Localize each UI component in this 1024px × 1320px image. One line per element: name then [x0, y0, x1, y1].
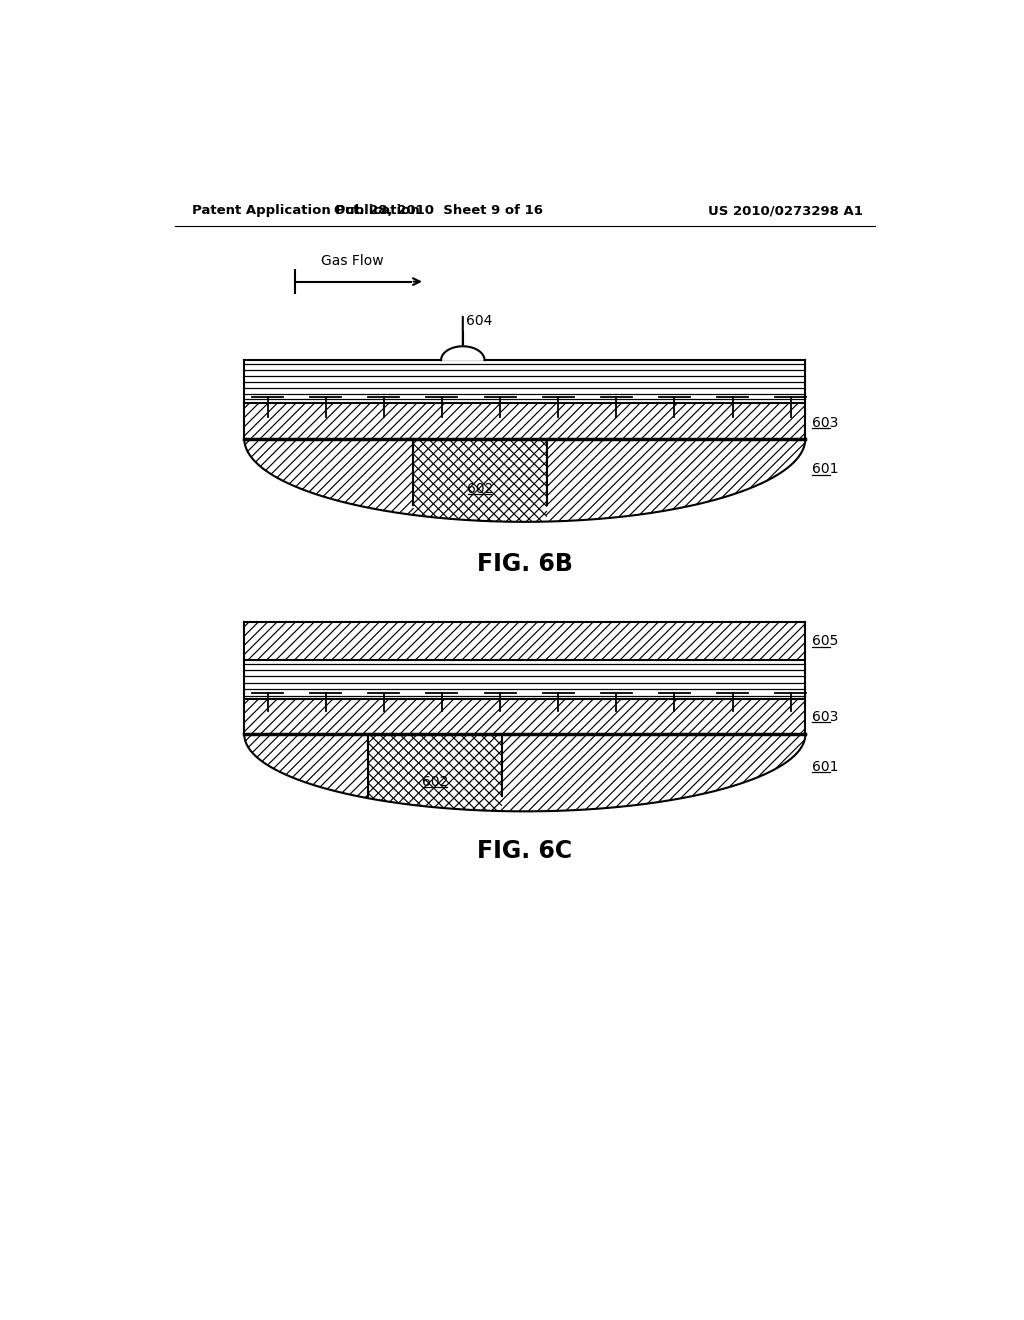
Text: Oct. 28, 2010  Sheet 9 of 16: Oct. 28, 2010 Sheet 9 of 16 [334, 205, 543, 218]
Text: 604: 604 [466, 314, 493, 327]
Text: 602: 602 [467, 482, 493, 496]
Text: FIG. 6C: FIG. 6C [477, 840, 572, 863]
Text: 603: 603 [812, 710, 838, 723]
Text: Patent Application Publication: Patent Application Publication [191, 205, 419, 218]
Text: US 2010/0273298 A1: US 2010/0273298 A1 [708, 205, 862, 218]
Text: 601: 601 [812, 760, 838, 774]
Text: 603: 603 [812, 416, 838, 430]
Text: 605: 605 [812, 634, 838, 648]
Text: FIG. 6B: FIG. 6B [477, 552, 572, 577]
Text: Gas Flow: Gas Flow [322, 253, 384, 268]
Polygon shape [441, 346, 484, 360]
Text: 601: 601 [812, 462, 838, 477]
Text: 602: 602 [422, 775, 449, 789]
